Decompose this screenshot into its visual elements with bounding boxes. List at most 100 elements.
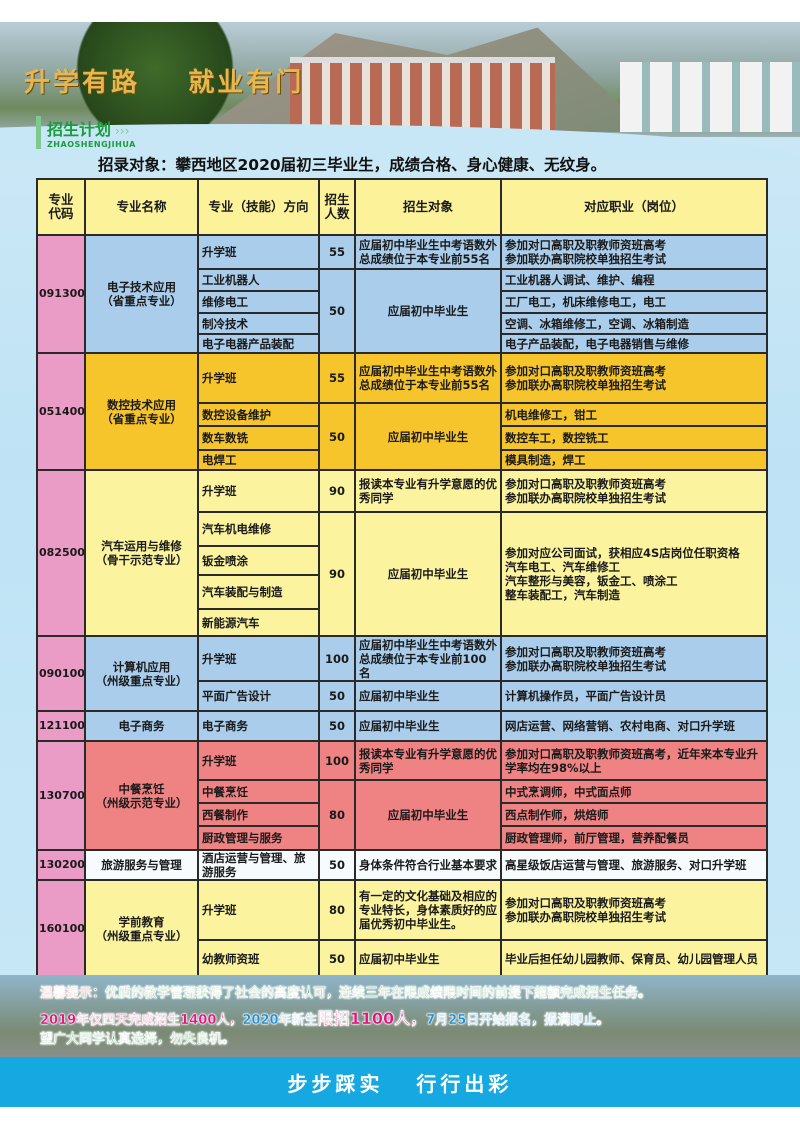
column-header: 专业（技能）方向	[197, 178, 320, 236]
career: 西点制作师，烘焙师	[500, 802, 768, 827]
career: 电子产品装配，电子电器销售与维修	[500, 333, 768, 354]
enrollment-target: 应届初中毕业生中考语数外总成绩位于本专业前55名	[354, 234, 502, 270]
major-code: 091300	[36, 234, 86, 354]
notice-2020: 2020年新生	[242, 1013, 318, 1028]
table-row: 160100 学前教育 （州级重点专业） 升学班 80 有一定的文化基础及相应的专业特长…	[36, 879, 768, 978]
table-row: 090100 计算机应用 （州级重点专业） 升学班 100 应届初中毕业生中考语数外总成…	[36, 635, 768, 712]
major-name: 学前教育 （州级重点专业）	[84, 879, 199, 978]
major-code: 082500	[36, 469, 86, 637]
notice-line-3: 望广大同学认真选择，勿失良机。	[40, 1032, 236, 1047]
enrollment-count: 55	[318, 352, 356, 404]
enrollment-target: 应届初中毕业生	[354, 939, 502, 978]
notice-2019: 2019年仅四天完成招生1400人，	[40, 1013, 243, 1028]
table-row: 051400 数控技术应用 （省重点专业） 升学班 55 应届初中毕业生中考语数外总成绩…	[36, 352, 768, 471]
career: 工厂电工，机床维修电工，电工	[500, 290, 768, 314]
major-code: 160100	[36, 879, 86, 978]
table-row: 082500 汽车运用与维修 （骨干示范专业） 升学班 90 报读本专业有升学意愿的优秀…	[36, 469, 768, 637]
notice-line-2: 2019年仅四天完成招生1400人，2020年新生限招1100人，7月25日开始…	[40, 1005, 610, 1029]
table-row: 维修电工 工厂电工，机床维修电工，电工	[37, 290, 768, 314]
enrollment-count: 50	[318, 402, 356, 471]
campus-photo-bottom	[0, 975, 800, 1057]
enrollment-table: 专业 代码 专业名称 专业（技能）方向 招生 人数 招生对象 对应职业（岗位） 09130…	[36, 178, 768, 978]
major-code: 130700	[36, 740, 86, 851]
direction: 升学班	[197, 635, 320, 682]
table-row: 平面广告设计 50 应届初中毕业生 计算机操作员，平面广告设计员	[37, 680, 768, 712]
section-title: 招生计划	[47, 120, 112, 139]
direction: 西餐制作	[197, 802, 320, 827]
direction: 汽车装配与制造	[197, 574, 320, 610]
direction: 数控设备维护	[197, 402, 320, 427]
enrollment-target: 应届初中毕业生	[354, 402, 502, 471]
table-row: 西餐制作 西点制作师，烘焙师	[37, 802, 768, 827]
column-header: 招生 人数	[318, 178, 356, 236]
column-header: 专业 代码	[36, 178, 86, 236]
major-name: 汽车运用与维修 （骨干示范专业）	[84, 469, 199, 637]
direction: 维修电工	[197, 290, 320, 314]
table-row: 制冷技术 空调、冰箱维修工，空调、冰箱制造	[37, 312, 768, 335]
notice-limit: 限招1100人，	[317, 1009, 427, 1028]
enrollment-count: 80	[318, 779, 356, 851]
direction: 厨政管理与服务	[197, 825, 320, 851]
table-header-row: 专业 代码 专业名称 专业（技能）方向 招生 人数 招生对象 对应职业（岗位）	[36, 178, 768, 236]
enrollment-count: 50	[318, 939, 356, 978]
enrollment-target: 应届初中毕业生中考语数外总成绩位于本专业前100名	[354, 635, 502, 682]
career: 参加对口高职及职教师资班高考 参加联办高职院校单独招生考试	[500, 352, 768, 404]
table-row: 数车数铣 数控车工，数控铣工	[37, 425, 768, 451]
career: 计算机操作员，平面广告设计员	[500, 680, 768, 712]
direction: 酒店运营与管理、旅游服务	[197, 849, 320, 881]
column-header: 招生对象	[354, 178, 502, 236]
table-row: 幼教师资班 50 应届初中毕业生 毕业后担任幼儿园教师、保育员、幼儿园管理人员	[37, 939, 768, 978]
enrollment-target: 应届初中毕业生	[354, 680, 502, 712]
major-name: 电子技术应用 （省重点专业）	[84, 234, 199, 354]
notice-text: 优质的教学管理获得了社会的高度认可，连续三年在限成绩限时间的前提下超额完成招生任…	[105, 986, 652, 1001]
section-heading: 招生计划 ››› ZHAOSHENGJIHUA	[36, 116, 136, 149]
table-row: 汽车装配与制造	[37, 574, 767, 610]
major-code: 051400	[36, 352, 86, 471]
major-name: 计算机应用 （州级重点专业）	[84, 635, 199, 712]
table-row: 中餐烹饪 80 应届初中毕业生 中式烹调师，中式面点师	[37, 779, 768, 851]
enrollment-target: 应届初中毕业生中考语数外总成绩位于本专业前55名	[354, 352, 502, 404]
enrollment-count: 50	[318, 710, 356, 742]
banner-title: 升学有路 就业有门	[24, 68, 305, 98]
enrollment-target: 报读本专业有升学意愿的优秀同学	[354, 740, 502, 781]
direction: 中餐烹饪	[197, 779, 320, 804]
major-name: 数控技术应用 （省重点专业）	[84, 352, 199, 471]
career: 网店运营、网络营销、农村电商、对口升学班	[500, 710, 768, 742]
enrollment-count: 80	[318, 879, 356, 941]
section-pinyin: ZHAOSHENGJIHUA	[47, 140, 136, 149]
enrollment-target: 报读本专业有升学意愿的优秀同学	[354, 469, 502, 513]
direction: 升学班	[197, 469, 320, 513]
career: 高星级饭店运营与管理、旅游服务、对口升学班	[500, 849, 768, 881]
direction: 钣金喷涂	[197, 545, 320, 576]
direction: 汽车机电维修	[197, 511, 320, 547]
career: 参加对口高职及职教师资班高考 参加联办高职院校单独招生考试	[500, 879, 768, 941]
major-name: 电子商务	[84, 710, 199, 742]
notice-label: 温馨提示：	[40, 986, 106, 1001]
career: 中式烹调师，中式面点师	[500, 779, 768, 804]
career: 模具制造，焊工	[500, 449, 768, 471]
enrollment-count: 90	[318, 469, 356, 513]
enrollment-target: 应届初中毕业生	[354, 268, 502, 354]
career: 参加对应公司面试，获相应4S店岗位任职资格 汽车电工、汽车维修工 汽车整形与美容…	[500, 511, 768, 637]
table-row: 091300 电子技术应用 （省重点专业） 升学班 55 应届初中毕业生中考语数外总成绩…	[36, 234, 768, 354]
major-name: 中餐烹饪 （州级示范专业）	[84, 740, 199, 851]
notice-line-1: 温馨提示：优质的教学管理获得了社会的高度认可，连续三年在限成绩限时间的前提下超额…	[40, 982, 651, 1001]
career: 参加对口高职及职教师资班高考，近年来本专业升学率均在98%以上	[500, 740, 768, 781]
direction: 升学班	[197, 234, 320, 270]
major-code: 121100	[36, 710, 86, 742]
table-row: 新能源汽车	[37, 608, 767, 637]
direction: 制冷技术	[197, 312, 320, 335]
direction: 电焊工	[197, 449, 320, 471]
direction: 平面广告设计	[197, 680, 320, 712]
career: 毕业后担任幼儿园教师、保育员、幼儿园管理人员	[500, 939, 768, 978]
career: 机电维修工，钳工	[500, 402, 768, 427]
enrollment-target: 有一定的文化基础及相应的专业特长，身体素质好的应届优秀初中毕业生。	[354, 879, 502, 941]
enrollment-count: 50	[318, 680, 356, 712]
table-row: 121100 电子商务 电子商务 50 应届初中毕业生 网店运营、网络营销、农村电商、对口…	[36, 710, 768, 742]
enrollment-count: 55	[318, 234, 356, 270]
enrollment-count: 100	[318, 740, 356, 781]
direction: 升学班	[197, 352, 320, 404]
direction: 升学班	[197, 740, 320, 781]
enrollment-target: 应届初中毕业生	[354, 511, 502, 637]
table-row: 厨政管理与服务 厨政管理师，前厅管理，营养配餐员	[37, 825, 768, 851]
